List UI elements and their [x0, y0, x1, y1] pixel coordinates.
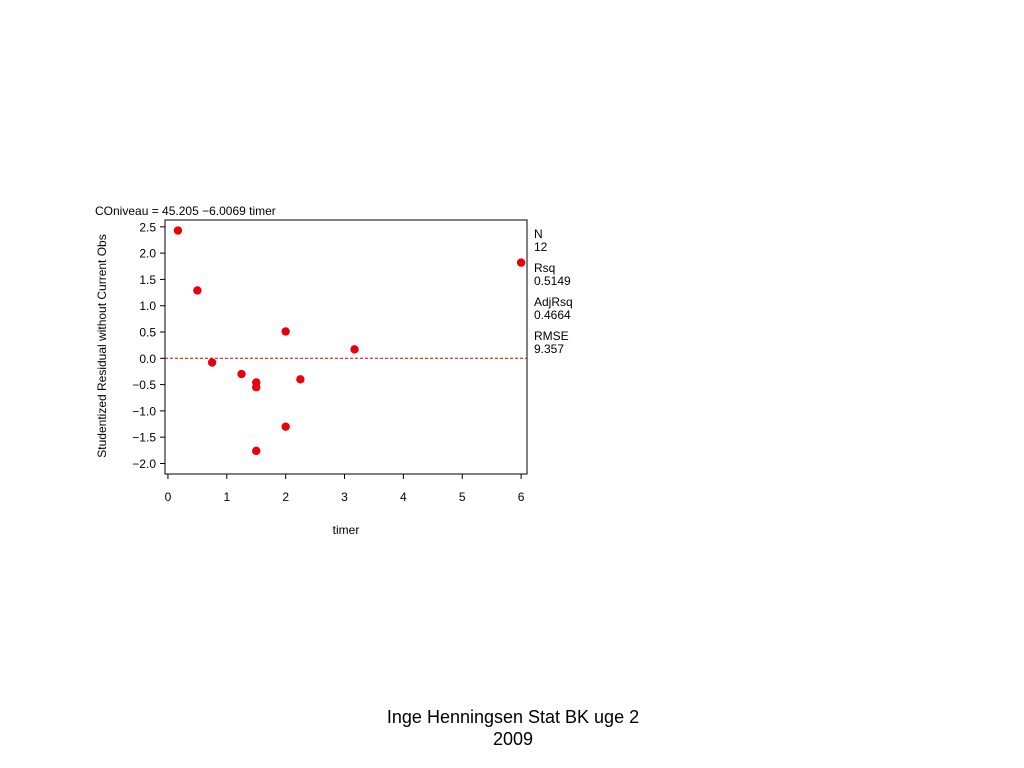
data-point	[252, 446, 261, 456]
data-point	[237, 369, 246, 379]
footer-line-2: 2009	[492, 729, 534, 749]
stat-value: 12	[534, 240, 548, 254]
x-tick-label: 4	[400, 490, 407, 504]
data-points	[173, 226, 526, 456]
y-tick-label: −1.0	[132, 404, 156, 418]
y-axis-ticks: 2.5 2.0 1.5 1.0 0.5 0.0 −0.5 −1.0 −1.5 −2.0	[132, 220, 165, 471]
y-tick-label: 0.0	[139, 352, 156, 366]
y-tick-label: −0.5	[132, 378, 156, 392]
x-tick-label: 0	[165, 490, 172, 504]
y-tick-label: 2.5	[139, 220, 156, 234]
data-point	[207, 358, 217, 367]
data-point	[296, 375, 305, 384]
y-tick-label: −1.5	[132, 431, 156, 445]
chart-title: COniveau = 45.205 −6.0069 timer	[95, 204, 276, 218]
stat-label: RMSE	[534, 329, 569, 343]
data-point	[516, 258, 526, 267]
y-tick-label: 0.5	[139, 326, 156, 340]
x-tick-label: 1	[223, 490, 230, 504]
y-tick-label: −2.0	[132, 457, 156, 471]
y-axis-label: Studentized Residual without Current Obs	[95, 234, 109, 457]
x-tick-label: 6	[518, 490, 525, 504]
data-point	[281, 327, 290, 336]
stat-value: 9.357	[534, 342, 564, 356]
x-axis-label: timer	[333, 523, 360, 537]
x-tick-label: 5	[459, 490, 466, 504]
data-point	[252, 383, 261, 392]
plot-frame	[164, 219, 528, 475]
x-tick-label: 2	[282, 490, 289, 504]
y-tick-label: 2.0	[139, 247, 156, 261]
footer-line-1: Inge Henningsen Stat BK uge 2	[386, 707, 640, 727]
slide-footer: Inge Henningsen Stat BK uge 2 2009	[313, 706, 713, 750]
data-point	[173, 226, 183, 235]
stat-label: N	[534, 227, 543, 241]
x-axis-ticks: 0 1 2 3 4 5 6	[165, 474, 525, 504]
stat-label: Rsq	[534, 261, 555, 275]
data-point	[193, 286, 202, 295]
data-point	[350, 345, 359, 354]
y-tick-label: 1.5	[139, 273, 156, 287]
data-point	[281, 422, 290, 431]
y-tick-label: 1.0	[139, 299, 156, 313]
stat-label: AdjRsq	[534, 295, 573, 309]
x-tick-label: 3	[341, 490, 348, 504]
stat-value: 0.4664	[534, 308, 571, 322]
stat-value: 0.5149	[534, 274, 571, 288]
